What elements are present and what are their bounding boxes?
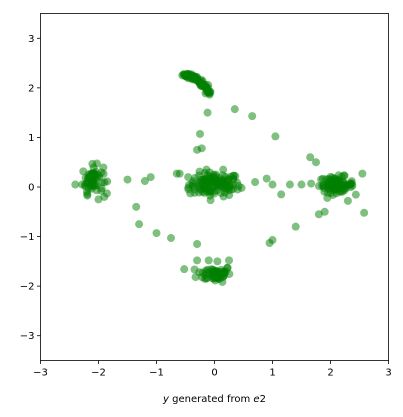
y-tick-label: −3 <box>20 331 35 342</box>
data-point <box>217 188 226 197</box>
x-axis-label: y generated from e2 <box>162 394 266 405</box>
data-point <box>179 70 188 79</box>
x-axis-label-var2: e <box>253 394 259 405</box>
data-point <box>195 268 204 277</box>
data-point <box>312 158 320 167</box>
x-axis-label-suffix: 2 <box>260 394 266 405</box>
data-point <box>205 88 214 97</box>
x-tick-label: −1 <box>149 368 164 379</box>
data-point <box>204 256 213 265</box>
data-point <box>248 112 257 121</box>
data-point <box>351 190 360 199</box>
data-point <box>89 163 98 172</box>
data-point <box>200 274 209 283</box>
x-axis-label-text: generated from <box>169 394 253 405</box>
data-point <box>99 163 108 172</box>
data-point <box>318 181 327 190</box>
y-tick-label: 3 <box>28 34 34 45</box>
data-point <box>152 229 161 238</box>
data-point <box>218 277 227 286</box>
data-point <box>140 177 149 186</box>
data-point <box>268 236 277 245</box>
y-tick-label: 1 <box>28 133 34 144</box>
points-layer <box>71 69 369 286</box>
data-point <box>360 208 369 217</box>
y-tick-label: 0 <box>28 183 34 194</box>
data-point <box>196 129 204 138</box>
data-point <box>83 178 92 187</box>
data-point <box>285 180 294 189</box>
data-point <box>172 169 181 178</box>
data-point <box>190 174 199 183</box>
data-point <box>207 187 216 196</box>
data-point <box>82 187 91 196</box>
data-point <box>97 186 106 195</box>
data-point <box>230 105 239 114</box>
data-point <box>87 169 96 178</box>
data-point <box>71 180 80 189</box>
data-point <box>103 177 112 186</box>
x-tick-label: 0 <box>211 368 217 379</box>
data-point <box>262 174 271 183</box>
data-point <box>233 185 242 194</box>
data-point <box>180 265 189 274</box>
data-point <box>333 180 342 189</box>
data-point <box>100 192 109 201</box>
data-point <box>358 169 367 178</box>
data-point <box>184 173 193 182</box>
data-point <box>214 269 223 278</box>
data-point <box>167 234 175 243</box>
data-point <box>271 132 280 141</box>
data-point <box>251 178 260 187</box>
x-tick-label: 2 <box>327 368 333 379</box>
x-tick-label: −3 <box>33 368 48 379</box>
data-point <box>314 210 323 219</box>
data-point <box>187 72 196 81</box>
data-point <box>307 179 316 188</box>
data-point <box>197 144 206 153</box>
data-point <box>346 183 355 191</box>
data-point <box>184 185 193 194</box>
data-point <box>337 172 346 181</box>
data-point <box>268 180 277 189</box>
data-point <box>343 196 352 205</box>
data-point <box>195 77 204 86</box>
data-point <box>223 263 232 272</box>
data-point <box>325 178 334 187</box>
data-point <box>213 257 222 266</box>
data-point <box>218 180 227 189</box>
data-point <box>291 222 300 231</box>
y-tick-label: −2 <box>20 282 35 293</box>
data-point <box>320 187 329 196</box>
y-tick-label: −1 <box>20 232 35 243</box>
ticks-layer: −3 −2 −1 0 1 2 3 −3 −2 −1 0 1 2 3 <box>20 34 392 379</box>
data-point <box>132 202 141 211</box>
data-point <box>200 182 209 191</box>
x-tick-label: 1 <box>269 368 275 379</box>
data-point <box>135 220 144 229</box>
data-point <box>219 165 228 174</box>
data-point <box>340 182 349 191</box>
data-point <box>146 173 155 182</box>
data-point <box>193 256 202 265</box>
x-axis-label-var: y <box>162 394 170 405</box>
data-point <box>211 172 220 181</box>
data-point <box>226 182 235 191</box>
data-point <box>203 108 212 117</box>
data-point <box>193 240 202 249</box>
y-tick-label: 2 <box>28 83 34 94</box>
data-point <box>190 188 199 197</box>
data-point <box>225 269 234 278</box>
x-tick-label: −2 <box>91 368 106 379</box>
data-point <box>229 174 238 183</box>
data-point <box>211 181 220 190</box>
data-point <box>225 256 233 265</box>
data-point <box>306 153 315 162</box>
x-tick-label: 3 <box>385 368 391 379</box>
data-point <box>195 167 204 176</box>
data-point <box>297 180 306 189</box>
data-point <box>123 175 132 184</box>
data-point <box>277 190 286 199</box>
